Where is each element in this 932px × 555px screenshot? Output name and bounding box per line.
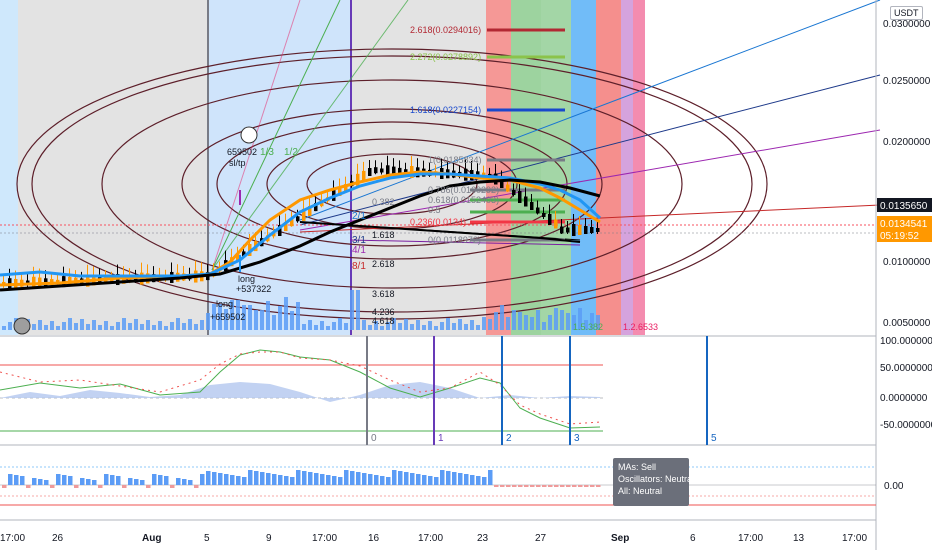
price-axis[interactable]: 0.0300000 0.0250000 0.0200000 0.0100000 0.00… (883, 19, 931, 329)
svg-text:4/1: 4/1 (352, 245, 366, 256)
svg-text:sl/tp: sl/tp (229, 158, 246, 168)
time-axis-label: 13 (793, 533, 805, 544)
svg-text:2: 2 (506, 433, 512, 444)
svg-text:0.236(0.0134): 0.236(0.0134) (410, 217, 466, 227)
svg-text:5: 5 (711, 433, 717, 444)
time-axis-label: 17:00 (418, 533, 443, 544)
oscillator-axis[interactable]: 100.0000000 50.0000000 0.0000000 -50.000000… (880, 336, 932, 431)
fib-labels: 2.618(0.0294016) 2.272(0.0278892) 1.618(… (372, 25, 499, 245)
svg-text:1: 1 (438, 433, 444, 444)
svg-text:1/3: 1/3 (260, 147, 274, 158)
circle-marker[interactable] (13, 317, 31, 335)
sma-black-line (0, 178, 601, 292)
tooltip-all: All: Neutral (618, 486, 663, 496)
svg-text:long: long (216, 299, 233, 309)
osc-axis-label: 100.0000000 (880, 336, 932, 347)
time-axis-label: Aug (142, 533, 161, 544)
time-axis-label: 17:00 (842, 533, 867, 544)
svg-text:1.618: 1.618 (372, 230, 395, 240)
cycle-lines (366, 336, 708, 445)
svg-text:2.272(0.0278892): 2.272(0.0278892) (410, 52, 481, 62)
time-axis[interactable]: 17:00 26 Aug 5 9 17:00 16 17:00 23 27 Sep 6 17:00 13 1… (0, 533, 867, 544)
svg-text:1.5.382: 1.5.382 (573, 322, 603, 332)
price-axis-label: 0.0250000 (883, 76, 931, 87)
fan-labels: 1/3 1/2 2/1 3/1 4/1 8/1 (260, 147, 366, 272)
svg-text:+537322: +537322 (236, 284, 271, 294)
cycle-labels: 0 1 2 3 5 (371, 433, 717, 444)
svg-text:+659502: +659502 (210, 312, 245, 322)
time-axis-label: 17:00 (0, 533, 25, 544)
last-price-text: 0.0134541 (880, 219, 928, 230)
time-axis-label: 9 (266, 533, 272, 544)
svg-text:4.236: 4.236 (372, 307, 395, 317)
currency-label[interactable]: USDT (890, 6, 923, 20)
time-axis-label: 17:00 (312, 533, 337, 544)
time-axis-label: 5 (204, 533, 210, 544)
tooltip-oscillators: Oscillators: Neutral (618, 474, 695, 484)
svg-text:2.618(0.0294016): 2.618(0.0294016) (410, 25, 481, 35)
tooltip-mas: MAs: Sell (618, 462, 657, 472)
tech-axis-label: 0.00 (884, 481, 904, 492)
svg-text:long: long (238, 274, 255, 284)
svg-text:0(0.0118972): 0(0.0118972) (428, 235, 481, 245)
time-axis-label: 27 (535, 533, 547, 544)
price-axis-label: 0.0300000 (883, 19, 931, 30)
osc-axis-label: 50.0000000 (880, 363, 932, 374)
time-axis-label: 16 (368, 533, 380, 544)
svg-text:2.618: 2.618 (372, 259, 395, 269)
volume-bars (2, 290, 600, 330)
svg-text:3: 3 (574, 433, 580, 444)
svg-text:1.2.6533: 1.2.6533 (623, 322, 658, 332)
last-price-badge (877, 216, 932, 242)
svg-text:3/1: 3/1 (352, 235, 366, 246)
trade-annotations[interactable]: 659502 sl/tp long +537322 long +659502 1… (210, 147, 658, 332)
current-price-text: 0.0135650 (880, 201, 928, 212)
circle-marker[interactable] (240, 126, 258, 144)
price-axis-label: 0.0100000 (883, 257, 931, 268)
time-axis-label: 6 (690, 533, 696, 544)
svg-text:1/2: 1/2 (284, 147, 298, 158)
fan-lines (211, 0, 881, 271)
svg-text:8/1: 8/1 (352, 261, 366, 272)
fib-ext-labels: 1.618 2.618 3.618 4.236 4.618 (372, 230, 395, 326)
svg-text:0.382: 0.382 (372, 197, 395, 207)
time-axis-label: 17:00 (738, 533, 763, 544)
stoch-d-line (0, 351, 601, 425)
tech-rating-bars (2, 470, 601, 488)
osc-axis-label: 0.0000000 (880, 393, 928, 404)
countdown-text: 05:19:52 (880, 231, 919, 242)
price-axis-label: 0.0050000 (883, 318, 931, 329)
svg-text:0: 0 (371, 433, 377, 444)
svg-text:4.618: 4.618 (372, 316, 395, 326)
svg-text:659502: 659502 (227, 147, 257, 157)
stoch-k-line (0, 349, 601, 429)
tech-rating-tooltip: MAs: Sell Oscillators: Neutral All: Neut… (613, 458, 695, 506)
svg-text:3.618: 3.618 (372, 289, 395, 299)
svg-text:0.5: 0.5 (428, 205, 441, 215)
price-axis-label: 0.0200000 (883, 137, 931, 148)
time-axis-label: 23 (477, 533, 489, 544)
current-price-badge (877, 198, 932, 212)
svg-text:0.618(0.0152403): 0.618(0.0152403) (428, 195, 499, 205)
svg-text:1.618(0.0227154): 1.618(0.0227154) (410, 105, 481, 115)
time-axis-label: Sep (611, 533, 629, 544)
svg-text:2/1: 2/1 (352, 211, 366, 222)
time-axis-label: 26 (52, 533, 64, 544)
svg-text:0.786(0.0160292): 0.786(0.0160292) (428, 185, 499, 195)
svg-text:1(0.0185834): 1(0.0185834) (428, 155, 482, 165)
osc-axis-label: -50.0000000 (880, 420, 932, 431)
tech-rating-axis[interactable]: 0.00 (884, 481, 904, 492)
